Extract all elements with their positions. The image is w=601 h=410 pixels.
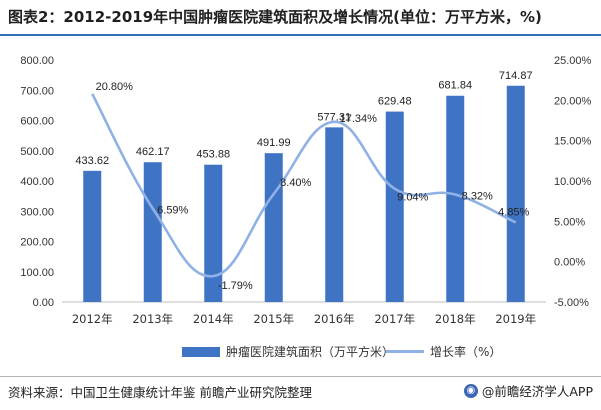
chart-title: 图表2：2012-2019年中国肿瘤医院建筑面积及增长情况(单位：万平方米，%) [8,8,542,26]
bar-value-label: 453.88 [196,149,230,161]
legend-swatch-line [386,350,424,353]
line-value-label: 6.59% [157,205,188,217]
bar [385,111,404,302]
x-tick-label: 2018年 [435,312,476,326]
x-tick-label: 2017年 [374,312,415,326]
x-tick-label: 2016年 [314,312,355,326]
y-left-tick-label: 400.00 [20,176,54,188]
bar [325,127,344,302]
y-left-tick-label: 300.00 [20,206,54,218]
y-left-tick-label: 200.00 [20,237,54,249]
y-right-tick-label: 5.00% [554,216,585,228]
x-tick-label: 2012年 [72,312,113,326]
y-left-tick-label: 100.00 [20,267,54,279]
legend-item-area: 肿瘤医院建筑面积（万平方米） [182,343,394,360]
x-tick-label: 2014年 [193,312,234,326]
bar-value-label: 629.48 [378,96,412,108]
bar-value-label: 714.87 [499,70,533,82]
y-left-tick-label: 700.00 [20,85,54,97]
y-left-tick-label: 0.00 [33,297,54,309]
bar-value-label: 681.84 [438,80,472,92]
line-value-label: -1.79% [218,280,253,292]
axes-layer: 0.00 100.00 200.00 300.00 400.00 500.00 600.00… [20,55,591,326]
y-right-tick-label: 15.00% [554,136,592,148]
bar [204,164,223,302]
legend-label-area: 肿瘤医院建筑面积（万平方米） [226,345,395,359]
legend-swatch-bar [182,346,220,357]
bar-value-label: 491.99 [257,137,291,149]
source-note: 资料来源：中国卫生健康统计年鉴 前瞻产业研究院整理 [8,385,312,400]
bar [264,153,283,302]
bar-value-label: 577.31 [317,111,351,123]
y-right-tick-label: 25.00% [554,55,592,67]
bar [506,85,525,302]
line-value-label: 8.40% [280,177,311,189]
x-tick-label: 2015年 [253,312,294,326]
line-value-label: 4.85% [498,207,529,219]
y-left-tick-label: 600.00 [20,116,54,128]
x-tick-label: 2013年 [132,312,173,326]
y-left-tick-label: 800.00 [20,55,54,67]
footer-divider [0,376,601,377]
brand-mark: ◉ @前瞻经济学人APP [463,381,593,400]
line-value-label: 9.04% [397,192,428,204]
y-right-tick-label: 20.00% [554,95,592,107]
bar-value-label: 433.62 [75,155,109,167]
line-layer [91,93,517,278]
line-value-label: 20.80% [96,81,134,93]
bars-layer [83,85,525,302]
line-value-label: 17.34% [340,113,378,125]
y-right-tick-label: -5.00% [554,297,589,309]
bar [143,162,162,302]
y-left-tick-label: 500.00 [20,146,54,158]
y-right-tick-label: 0.00% [554,257,585,269]
brand-text: @前瞻经济学人APP [481,384,593,399]
bar [446,95,465,302]
title-divider [0,34,601,36]
labels-layer: 433.62 462.17 453.88 491.99 577.31 629.48 681.… [75,70,532,292]
x-tick-label: 2019年 [495,312,536,326]
line-value-label: 8.32% [462,191,493,203]
bar-value-label: 462.17 [136,146,170,158]
legend-item-growth: 增长率（%） [386,343,501,360]
legend-label-growth: 增长率（%） [430,345,502,359]
brand-logo-icon: ◉ [463,383,478,398]
y-right-tick-label: 10.00% [554,176,592,188]
growth-rate-line [91,93,517,278]
bar [83,170,102,302]
